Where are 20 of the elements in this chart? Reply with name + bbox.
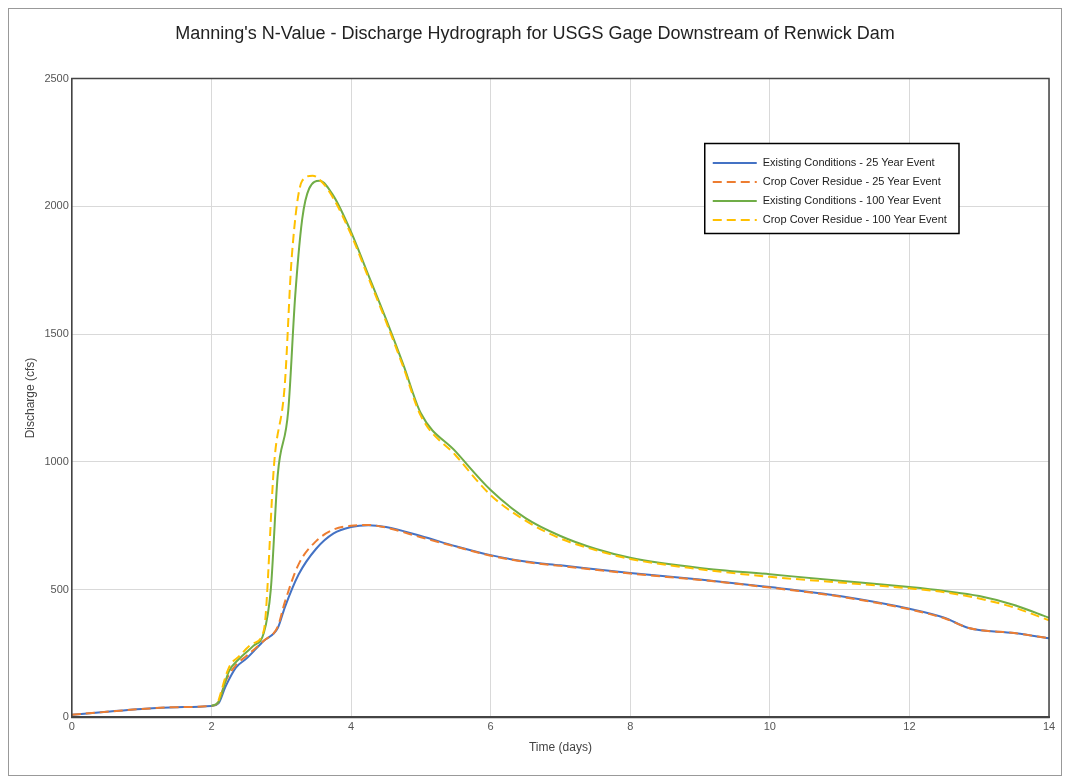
y-tick-label: 500 — [50, 582, 69, 595]
legend-label: Crop Cover Residue - 100 Year Event — [762, 213, 947, 226]
x-tick-label: 12 — [903, 720, 916, 733]
x-tick-label: 8 — [627, 720, 634, 733]
y-axis-title: Discharge (cfs) — [22, 357, 37, 439]
chart-title: Manning's N-Value - Discharge Hydrograph for USGS Gage Downstream of Renwick Dam — [174, 23, 896, 44]
y-tick-label: 0 — [62, 710, 69, 723]
x-tick-label: 10 — [763, 720, 776, 733]
legend-label: Crop Cover Residue - 25 Year Event — [762, 175, 941, 188]
y-tick-label: 2500 — [44, 71, 69, 84]
x-axis-title: Time (days) — [528, 740, 592, 755]
x-tick-label: 4 — [347, 720, 355, 733]
legend-label: Existing Conditions - 25 Year Event — [762, 156, 935, 169]
x-tick-label: 14 — [1042, 720, 1056, 733]
x-tick-label: 6 — [487, 720, 494, 733]
y-tick-label: 1500 — [44, 327, 69, 340]
y-tick-label: 2000 — [44, 199, 69, 212]
y-tick-label: 1000 — [44, 454, 69, 467]
x-tick-label: 2 — [208, 720, 215, 733]
legend-label: Existing Conditions - 100 Year Event — [762, 194, 941, 207]
